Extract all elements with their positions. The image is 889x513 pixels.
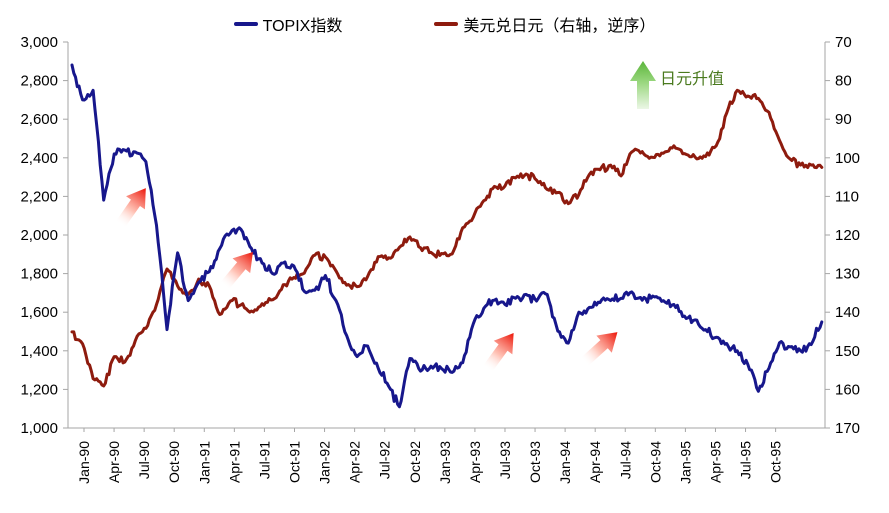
topix-line-swatch	[233, 22, 258, 26]
left-axis-tick-label: 3,000	[20, 34, 58, 51]
usdjpy-line-swatch	[434, 22, 459, 26]
x-axis-tick-label: Jan-95	[677, 441, 693, 484]
x-axis-tick-label: Oct-94	[647, 441, 663, 483]
right-axis-tick-label: 70	[835, 34, 852, 51]
x-axis-tick-label: Apr-93	[467, 441, 483, 483]
left-axis-tick-label: 1,800	[20, 266, 58, 283]
rebound-arrow-icon	[116, 188, 146, 228]
rebound-arrow-icon	[220, 251, 253, 290]
right-axis-tick-label: 90	[835, 111, 852, 128]
x-axis-tick-label: Oct-92	[407, 441, 423, 483]
left-axis-tick-label: 1,200	[20, 381, 58, 398]
x-axis-tick-label: Oct-95	[768, 441, 784, 483]
x-axis-tick-label: Oct-91	[286, 441, 302, 483]
left-axis-tick-label: 2,000	[20, 227, 58, 244]
x-axis-tick-label: Apr-91	[226, 441, 242, 483]
usdjpy-line	[70, 88, 824, 388]
x-axis-tick-label: Jan-93	[437, 441, 453, 484]
x-axis-tick-label: Apr-92	[347, 441, 363, 483]
right-axis-tick-label: 120	[835, 227, 860, 244]
x-axis-tick-label: Jul-93	[497, 441, 513, 479]
right-axis-tick-label: 150	[835, 343, 860, 360]
right-axis-tick-label: 100	[835, 150, 860, 167]
right-axis-tick-label: 130	[835, 266, 860, 283]
left-axis-tick-label: 2,400	[20, 150, 58, 167]
right-axis-tick-label: 170	[835, 420, 860, 437]
x-axis-tick-label: Jul-90	[136, 441, 152, 479]
x-axis-tick-label: Jul-95	[738, 441, 754, 479]
x-axis-tick-label: Apr-94	[587, 441, 603, 483]
rebound-arrow-icon	[581, 332, 618, 366]
yen-appreciation-label: 日元升值	[660, 70, 724, 88]
yen-appreciation-arrow-icon	[630, 61, 656, 109]
legend-label-usdjpy: 美元兑日元（右轴，逆序）	[463, 18, 656, 35]
x-axis-tick-label: Jul-92	[377, 441, 393, 479]
x-axis-tick-label: Oct-90	[166, 441, 182, 483]
x-axis-tick-label: Apr-90	[106, 441, 122, 483]
right-axis-tick-label: 140	[835, 304, 860, 321]
x-axis-tick-label: Jan-91	[196, 441, 212, 484]
left-axis-tick-label: 1,000	[20, 420, 58, 437]
legend-label-topix: TOPIX指数	[262, 18, 343, 35]
x-axis-tick-label: Jan-90	[76, 441, 92, 484]
legend-item-topix: TOPIX指数	[233, 12, 343, 36]
left-axis-tick-label: 1,400	[20, 343, 58, 360]
x-axis-tick-label: Jul-91	[256, 441, 272, 479]
right-axis-tick-label: 80	[835, 73, 852, 90]
left-axis-tick-label: 2,800	[20, 73, 58, 90]
legend-item-usdjpy: 美元兑日元（右轴，逆序）	[434, 12, 655, 36]
right-axis-tick-label: 160	[835, 381, 860, 398]
left-axis-tick-label: 2,200	[20, 188, 58, 205]
topix-line	[70, 63, 824, 409]
x-axis-tick-label: Apr-95	[707, 441, 723, 483]
x-axis-tick-label: Jan-94	[557, 441, 573, 484]
left-axis-tick-label: 1,600	[20, 304, 58, 321]
x-axis-tick-label: Jan-92	[317, 441, 333, 484]
chart-legend: TOPIX指数 美元兑日元（右轴，逆序）	[0, 12, 889, 36]
right-axis-tick-label: 110	[835, 188, 859, 205]
left-axis-tick-label: 2,600	[20, 111, 58, 128]
x-axis-tick-label: Oct-93	[527, 441, 543, 483]
rebound-arrow-icon	[483, 333, 514, 372]
x-axis-tick-label: Jul-94	[617, 441, 633, 479]
